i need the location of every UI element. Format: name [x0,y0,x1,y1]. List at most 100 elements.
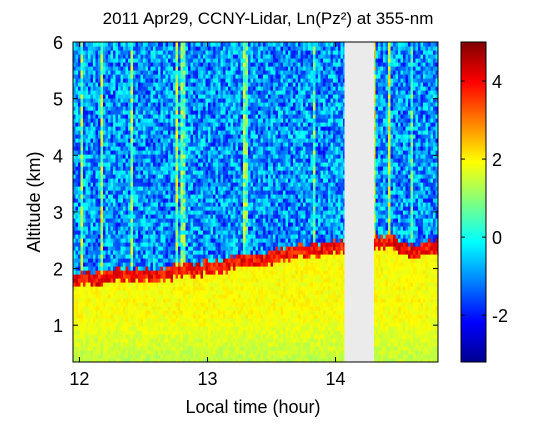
heatmap-cell [115,102,119,107]
heatmap-cell [113,322,117,327]
heatmap-cell [98,286,102,291]
heatmap-cell [85,58,89,63]
heatmap-cell [95,190,99,195]
heatmap-cell [103,150,107,155]
heatmap-cell [110,82,114,87]
heatmap-cell [88,342,92,347]
heatmap-cell [110,322,114,327]
heatmap-cell [110,258,114,263]
heatmap-cell [110,46,114,51]
heatmap-cell [110,150,114,155]
heatmap-cell [100,302,104,307]
heatmap-cell [110,210,114,215]
heatmap-cell [78,50,82,55]
heatmap-cell [105,138,109,143]
heatmap-cell [95,310,99,315]
heatmap-cell [110,294,114,299]
heatmap-cell [108,186,112,191]
heatmap-cell [75,206,79,211]
heatmap-cell [100,130,104,135]
heatmap-cell [78,110,82,115]
heatmap-cell [93,74,97,79]
heatmap-cell [110,110,114,115]
heatmap-cell [85,78,89,83]
heatmap-cell [98,302,102,307]
heatmap-cell [95,270,99,275]
heatmap-cell [103,266,107,271]
heatmap-cell [105,274,109,279]
heatmap-cell [78,134,82,139]
heatmap-cell [83,154,87,159]
heatmap-cell [78,238,82,243]
heatmap-cell [98,94,102,99]
heatmap-cell [85,234,89,239]
heatmap-cell [103,118,107,123]
heatmap-cell [90,214,94,219]
heatmap-cell [103,178,107,183]
heatmap-cell [80,186,84,191]
heatmap-cell [108,302,112,307]
heatmap-cell [113,134,117,139]
heatmap-cell [98,210,102,215]
heatmap-cell [118,302,122,307]
heatmap-cell [85,190,89,195]
heatmap-cell [75,274,79,279]
heatmap-cell [103,158,107,163]
heatmap-cell [78,218,82,223]
heatmap-cell [83,358,87,362]
heatmap-cell [103,338,107,343]
heatmap-cell [118,74,122,79]
heatmap-cell [83,234,87,239]
heatmap-cell [105,358,109,362]
heatmap-cell [88,250,92,255]
heatmap-cell [78,138,82,143]
heatmap-cell [110,234,114,239]
heatmap-cell [105,218,109,223]
heatmap-cell [115,226,119,231]
heatmap-cell [113,154,117,159]
heatmap-cell [98,214,102,219]
heatmap-cell [120,106,124,111]
heatmap-cell [90,154,94,159]
heatmap-cell [118,270,122,275]
heatmap-cell [113,102,117,107]
heatmap-cell [105,90,109,95]
heatmap-cell [105,142,109,147]
heatmap-cell [73,190,77,195]
heatmap-cell [90,350,94,355]
heatmap-cell [78,118,82,123]
heatmap-cell [90,230,94,235]
heatmap-cell [88,262,92,267]
heatmap-cell [93,170,97,175]
heatmap-cell [93,130,97,135]
heatmap-cell [100,210,104,215]
heatmap-cell [83,318,87,323]
heatmap-cell [98,202,102,207]
heatmap-cell [105,86,109,91]
heatmap-cell [118,246,122,251]
heatmap-cell [100,150,104,155]
heatmap-cell [120,222,124,227]
heatmap-cell [73,358,77,362]
heatmap-cell [90,134,94,139]
heatmap-cell [80,234,84,239]
heatmap-cell [95,134,99,139]
heatmap-cell [103,358,107,362]
heatmap-cell [95,358,99,362]
heatmap-cell [80,334,84,339]
heatmap-cell [88,162,92,167]
heatmap-cell [75,258,79,263]
heatmap-cell [75,190,79,195]
heatmap-cell [103,282,107,287]
heatmap-cell [113,190,117,195]
heatmap-cell [75,42,79,47]
heatmap-cell [95,74,99,79]
heatmap-cell [118,202,122,207]
heatmap-cell [115,198,119,203]
heatmap-cell [78,318,82,323]
heatmap-cell [85,142,89,147]
heatmap-cell [105,334,109,339]
heatmap-cell [73,294,77,299]
heatmap-cell [78,334,82,339]
heatmap-cell [108,358,112,362]
